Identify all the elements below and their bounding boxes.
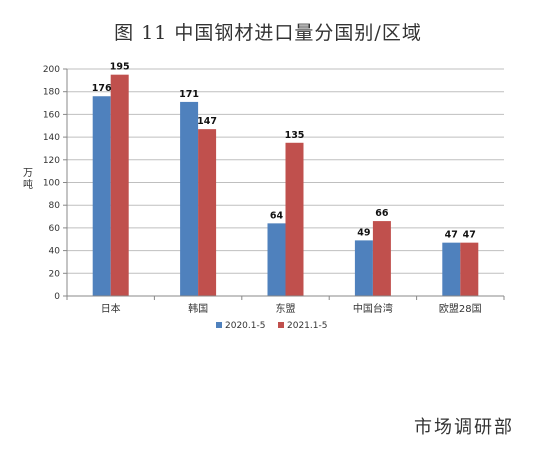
x-category-label: 欧盟28国 bbox=[439, 303, 482, 315]
data-label: 171 bbox=[179, 89, 199, 100]
x-category-label: 日本 bbox=[101, 302, 121, 315]
data-label: 195 bbox=[110, 62, 130, 73]
bar-2 bbox=[110, 74, 129, 296]
data-label: 135 bbox=[285, 130, 305, 141]
y-tick-label: 200 bbox=[43, 65, 60, 75]
y-axis-label: 吨 bbox=[23, 178, 33, 191]
bar-1 bbox=[92, 96, 111, 297]
bar-2 bbox=[372, 221, 391, 296]
legend-label: 2021.1-5 bbox=[287, 321, 327, 331]
data-label: 47 bbox=[463, 230, 476, 241]
y-tick-label: 60 bbox=[49, 224, 61, 234]
legend-swatch bbox=[216, 322, 222, 328]
bar-2 bbox=[198, 129, 217, 296]
source-credit: 市场调研部 bbox=[414, 417, 514, 438]
x-category-label: 韩国 bbox=[188, 302, 208, 315]
data-label: 47 bbox=[445, 230, 458, 241]
data-label: 147 bbox=[197, 116, 217, 127]
y-tick-label: 140 bbox=[43, 133, 60, 143]
y-tick-label: 40 bbox=[49, 247, 61, 257]
x-category-label: 中国台湾 bbox=[353, 302, 393, 315]
y-tick-label: 160 bbox=[43, 110, 60, 120]
y-tick-label: 120 bbox=[43, 156, 60, 166]
bar-1 bbox=[442, 242, 461, 296]
data-label: 176 bbox=[92, 83, 112, 94]
data-label: 64 bbox=[270, 210, 284, 221]
y-tick-label: 0 bbox=[54, 292, 60, 302]
x-category-label: 东盟 bbox=[276, 302, 296, 315]
bar-1 bbox=[354, 240, 373, 296]
bar-2 bbox=[285, 142, 304, 296]
data-label: 49 bbox=[357, 227, 370, 238]
legend-swatch bbox=[278, 322, 284, 328]
bar-1 bbox=[267, 223, 286, 296]
bar-1 bbox=[180, 101, 199, 296]
y-tick-label: 80 bbox=[49, 201, 61, 211]
data-label: 66 bbox=[375, 208, 389, 219]
y-axis-label: 万 bbox=[23, 168, 33, 179]
legend-label: 2020.1-5 bbox=[225, 321, 265, 331]
y-tick-label: 100 bbox=[43, 179, 60, 189]
chart-title: 图 11 中国钢材进口量分国别/区域 bbox=[114, 22, 422, 44]
y-tick-label: 180 bbox=[43, 88, 60, 98]
y-tick-label: 20 bbox=[49, 269, 61, 279]
bar-2 bbox=[460, 242, 479, 296]
